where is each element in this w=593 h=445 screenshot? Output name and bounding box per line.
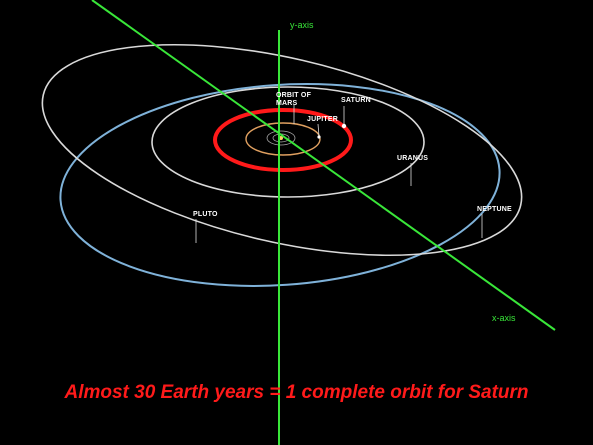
uranus-orbit — [151, 86, 425, 198]
neptune-label: NEPTUNE — [477, 206, 512, 213]
saturn-label: SATURN — [341, 97, 371, 104]
jupiter-pointer — [317, 123, 320, 137]
x-axis-label: x-axis — [492, 313, 516, 323]
y-axis-label: y-axis — [290, 20, 314, 30]
mars-orbit-label-line2: MARS — [276, 100, 298, 107]
jupiter-orbit — [245, 122, 321, 156]
pluto-orbit — [41, 43, 523, 257]
jupiter-label: JUPITER — [307, 116, 338, 123]
mars-orbit-label-line1: ORBIT OF — [276, 92, 312, 99]
inner-orbit-1 — [266, 130, 296, 146]
jupiter-planet-marker — [317, 135, 321, 139]
pluto-label: PLUTO — [193, 211, 218, 218]
neptune-orbit — [59, 83, 501, 287]
uranus-label: URANUS — [397, 155, 428, 162]
saturn-planet-marker — [341, 123, 347, 129]
x-axis-line — [91, 0, 556, 331]
saturn-orbit — [213, 108, 353, 172]
caption: Almost 30 Earth years = 1 complete orbit… — [64, 382, 529, 403]
